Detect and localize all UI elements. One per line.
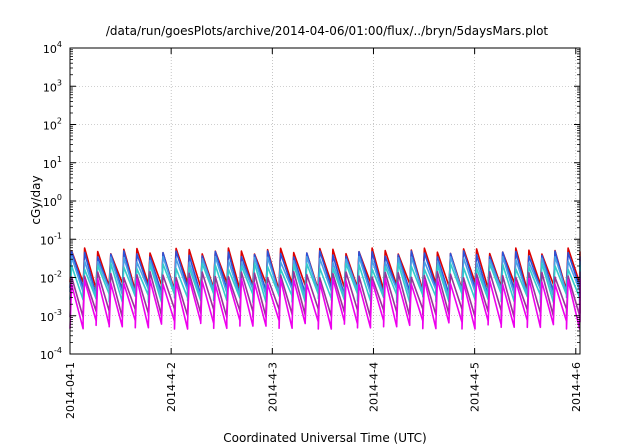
x-tick-label: 2014-4-3 (266, 362, 279, 412)
chart-title: /data/run/goesPlots/archive/2014-04-06/0… (106, 24, 549, 38)
series-line (69, 277, 581, 330)
y-tick-label: 100 (43, 193, 62, 209)
y-tick-label: 10-1 (40, 231, 62, 247)
y-tick-label: 10-3 (40, 308, 62, 324)
y-axis: 10-4 10-3 10-2 10-1 100 101 102 103 104 (40, 40, 580, 362)
y-tick-label: 103 (43, 78, 62, 94)
x-tick-label: 2014-4-5 (469, 362, 482, 412)
y-tick-label: 10-2 (40, 270, 62, 286)
series-group (69, 247, 581, 330)
y-tick-label: 101 (43, 155, 62, 171)
y-axis-label: cGy/day (29, 175, 43, 224)
y-tick-label: 104 (43, 40, 62, 56)
x-tick-label: 2014-04-1 (64, 362, 77, 419)
y-tick-label: 10-4 (40, 346, 62, 362)
x-tick-label: 2014-4-2 (165, 362, 178, 412)
y-tick-label: 102 (43, 117, 62, 133)
x-tick-label: 2014-4-4 (367, 362, 380, 412)
x-axis-label: Coordinated Universal Time (UTC) (223, 431, 426, 445)
x-axis: 2014-04-1 2014-4-2 2014-4-3 2014-4-4 2014-4-… (64, 48, 583, 419)
x-tick-label: 2014-4-6 (570, 362, 583, 412)
